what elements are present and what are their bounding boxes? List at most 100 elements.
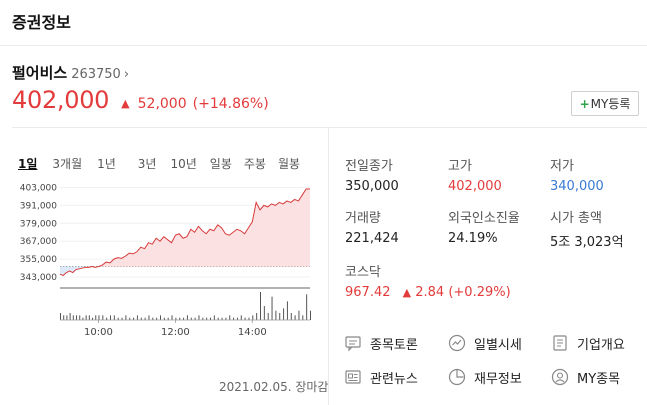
my-stock-link[interactable]: MY종목: [550, 367, 620, 387]
x-tick-label: 12:00: [161, 327, 190, 338]
stat-value: 967.42 ▲ 2.84 (+0.29%): [345, 285, 511, 300]
stat-value: 402,000: [448, 179, 502, 194]
stat-foreign: 외국인소진율 24.19%: [448, 207, 520, 246]
volume-bar: [213, 315, 215, 320]
volume-bar: [106, 317, 108, 320]
volume-bar: [95, 315, 97, 320]
volume-bar: [244, 317, 246, 320]
volume-bar: [229, 315, 231, 320]
stat-label: 고가: [448, 159, 472, 174]
tab-weekly[interactable]: 주봉: [243, 157, 266, 171]
volume-bar: [179, 317, 181, 320]
volume-bar: [236, 317, 238, 320]
price-area-down: [60, 266, 310, 276]
chat-icon: [343, 333, 363, 353]
volume-bar: [133, 317, 135, 320]
divider: [328, 127, 329, 405]
price-area-up: [60, 188, 310, 267]
volume-bar: [294, 315, 296, 320]
stat-value: 5조 3,023억: [550, 235, 624, 250]
company-info-label: 기업개요: [577, 337, 625, 353]
volume-bar: [167, 317, 169, 320]
volume-bar: [225, 317, 227, 320]
news-link[interactable]: 관련뉴스: [343, 367, 418, 387]
volume-bar: [221, 317, 223, 320]
y-tick-label: 403,000: [20, 183, 57, 193]
volume-bar: [72, 315, 74, 320]
volume-bar: [117, 317, 119, 320]
volume-bar: [217, 317, 219, 320]
tab-monthly[interactable]: 월봉: [277, 157, 301, 171]
document-icon: [550, 333, 570, 353]
stat-value: 350,000: [345, 179, 399, 194]
up-triangle-icon: ▲: [402, 286, 412, 299]
tab-3m[interactable]: 3개월: [52, 157, 83, 171]
stat-label: 시가 총액: [550, 211, 602, 226]
tab-3y[interactable]: 3년: [137, 157, 157, 171]
discussion-label: 종목토론: [370, 337, 418, 353]
volume-bar: [210, 317, 211, 320]
volume-bar: [260, 292, 261, 320]
stat-value: 221,424: [345, 231, 399, 246]
price-chart: 403,000 391,000 379,000 367,000 355,000 343,0…: [20, 183, 311, 338]
company-info-link[interactable]: 기업개요: [550, 333, 625, 353]
y-tick-label: 343,000: [20, 273, 57, 283]
stat-value: 340,000: [550, 179, 604, 194]
stat-label: 코스닥: [345, 265, 381, 280]
price-change: ▲ 52,000 (+14.86%): [121, 96, 269, 112]
volume-bar: [306, 294, 308, 320]
stat-label: 외국인소진율: [448, 211, 520, 226]
my-register-label: MY등록: [590, 97, 631, 111]
news-icon: [343, 367, 363, 387]
chevron-right-icon: ›: [123, 67, 130, 82]
volume-bar: [140, 317, 142, 320]
trend-chart-icon: [447, 333, 467, 353]
volume-bar: [171, 315, 173, 320]
volume-bar: [136, 315, 138, 320]
volume-bar: [102, 315, 104, 320]
daily-price-link[interactable]: 일별시세: [447, 333, 522, 353]
stock-name-link[interactable]: 펄어비스 263750 ›: [12, 62, 129, 82]
volume-bar: [190, 317, 192, 320]
y-tick-label: 355,000: [20, 255, 57, 265]
stat-value: 24.19%: [448, 231, 498, 246]
tab-1d[interactable]: 1일: [18, 157, 38, 171]
finance-label: 재무정보: [474, 371, 522, 387]
x-tick-label: 14:00: [238, 327, 267, 338]
volume-bar: [302, 315, 304, 320]
user-icon: [550, 367, 570, 387]
discussion-link[interactable]: 종목토론: [343, 333, 418, 353]
stat-prev-close: 전일종가 350,000: [345, 155, 399, 194]
tab-10y[interactable]: 10년: [170, 157, 197, 171]
stat-market-cap: 시가 총액 5조 3,023억: [550, 207, 624, 250]
volume-bar: [252, 315, 254, 320]
volume-bar: [156, 317, 158, 320]
volume-bar: [160, 315, 161, 320]
volume-bar: [256, 313, 258, 320]
volume-bar: [152, 317, 154, 320]
stock-code: 263750: [71, 67, 121, 82]
volume-bar: [63, 315, 65, 320]
volume-bar: [194, 317, 196, 320]
tab-daily[interactable]: 일봉: [209, 157, 232, 171]
volume-bar: [186, 315, 188, 320]
index-change-percent: (+0.29%): [448, 285, 511, 300]
volume-bar: [248, 317, 250, 320]
volume-bar: [206, 317, 208, 320]
stock-name: 펄어비스: [12, 64, 68, 82]
volume-bar: [69, 313, 71, 320]
volume-bar: [129, 317, 131, 320]
volume-bar: [275, 310, 277, 320]
stat-volume: 거래량 221,424: [345, 207, 399, 246]
market-status: 2021.02.05. 장마감: [219, 380, 329, 394]
finance-link[interactable]: 재무정보: [447, 367, 522, 387]
volume-bar: [240, 315, 242, 320]
stat-high: 고가 402,000: [448, 155, 502, 194]
volume-bar: [121, 317, 123, 320]
change-amount: 52,000: [137, 96, 187, 112]
widget-title: 증권정보: [12, 13, 71, 32]
my-register-button[interactable]: + MY등록: [571, 91, 639, 116]
volume-bar: [310, 310, 311, 320]
tab-1y[interactable]: 1년: [97, 157, 116, 171]
stat-label: 저가: [550, 159, 574, 174]
